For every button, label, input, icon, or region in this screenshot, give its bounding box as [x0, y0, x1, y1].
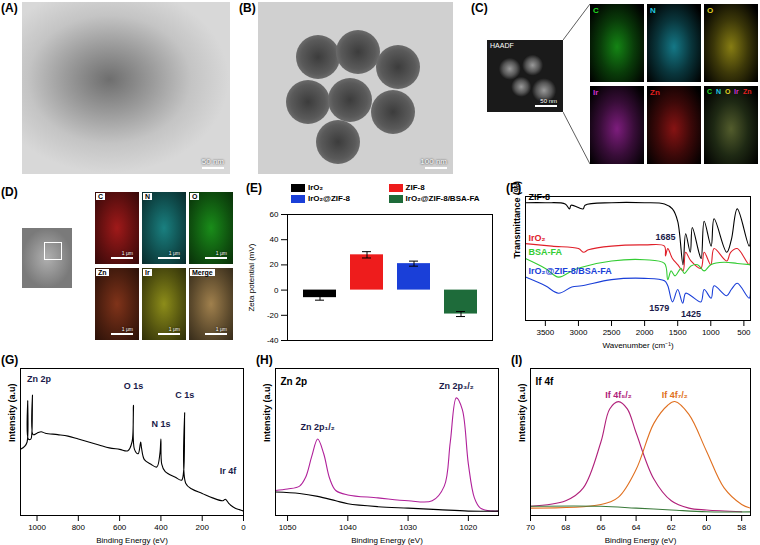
svg-text:N 1s: N 1s: [151, 419, 170, 429]
svg-text:62: 62: [667, 523, 676, 532]
svg-text:-40: -40: [267, 336, 279, 345]
svg-text:Intensity (a.u): Intensity (a.u): [262, 383, 272, 442]
svg-text:70: 70: [526, 523, 535, 532]
svg-text:Zeta potential (mV): Zeta potential (mV): [247, 243, 256, 311]
svg-text:If 4f₅/₂: If 4f₅/₂: [605, 390, 632, 400]
svg-text:1579: 1579: [649, 303, 669, 313]
svg-text:1000: 1000: [702, 328, 720, 337]
svg-text:500: 500: [737, 328, 751, 337]
svg-text:1040: 1040: [339, 523, 357, 532]
svg-text:Zn 2p₁/₂: Zn 2p₁/₂: [301, 422, 335, 432]
svg-text:1500: 1500: [669, 328, 687, 337]
svg-text:Zn 2p₃/₂: Zn 2p₃/₂: [439, 381, 474, 391]
svg-text:Zn 2p: Zn 2p: [281, 376, 308, 387]
svg-text:IrO₂@ZIF-8/BSA-FA: IrO₂@ZIF-8/BSA-FA: [529, 266, 613, 276]
svg-text:Binding Energy (eV): Binding Energy (eV): [605, 536, 677, 545]
svg-text:800: 800: [72, 523, 86, 532]
svg-text:40: 40: [270, 235, 279, 244]
svg-text:BSA-FA: BSA-FA: [529, 247, 563, 257]
svg-text:If 4f₇/₂: If 4f₇/₂: [662, 390, 688, 400]
svg-text:1685: 1685: [655, 232, 675, 242]
svg-text:58: 58: [737, 523, 746, 532]
svg-text:C 1s: C 1s: [175, 390, 194, 400]
svg-text:2000: 2000: [636, 328, 654, 337]
svg-text:Ir 4f: Ir 4f: [220, 466, 238, 476]
svg-text:60: 60: [702, 523, 711, 532]
svg-text:64: 64: [632, 523, 641, 532]
svg-text:IrO₂: IrO₂: [529, 233, 546, 243]
svg-text:Intensity (a.u): Intensity (a.u): [7, 383, 17, 442]
svg-text:Binding Energy (eV): Binding Energy (eV): [96, 536, 168, 545]
svg-text:Intensity (a.u): Intensity (a.u): [517, 383, 527, 442]
svg-text:3500: 3500: [536, 328, 554, 337]
svg-text:1030: 1030: [399, 523, 417, 532]
svg-text:1050: 1050: [279, 523, 297, 532]
svg-text:66: 66: [596, 523, 605, 532]
svg-text:3000: 3000: [570, 328, 588, 337]
svg-text:Wavenumber (cm⁻¹): Wavenumber (cm⁻¹): [602, 341, 673, 350]
svg-text:Zn 2p: Zn 2p: [27, 374, 52, 384]
svg-text:2500: 2500: [603, 328, 621, 337]
svg-text:68: 68: [561, 523, 570, 532]
svg-text:O 1s: O 1s: [124, 381, 144, 391]
svg-text:20: 20: [270, 260, 279, 269]
svg-text:0: 0: [241, 523, 246, 532]
svg-text:-20: -20: [267, 311, 279, 320]
svg-text:200: 200: [196, 523, 210, 532]
svg-text:60: 60: [270, 210, 279, 219]
svg-text:600: 600: [113, 523, 127, 532]
svg-text:1000: 1000: [28, 523, 46, 532]
svg-text:400: 400: [154, 523, 168, 532]
svg-text:0: 0: [274, 286, 279, 295]
svg-text:1425: 1425: [681, 309, 701, 319]
svg-text:1020: 1020: [459, 523, 477, 532]
svg-text:If 4f: If 4f: [536, 376, 554, 387]
svg-text:Binding Energy (eV): Binding Energy (eV): [351, 536, 423, 545]
